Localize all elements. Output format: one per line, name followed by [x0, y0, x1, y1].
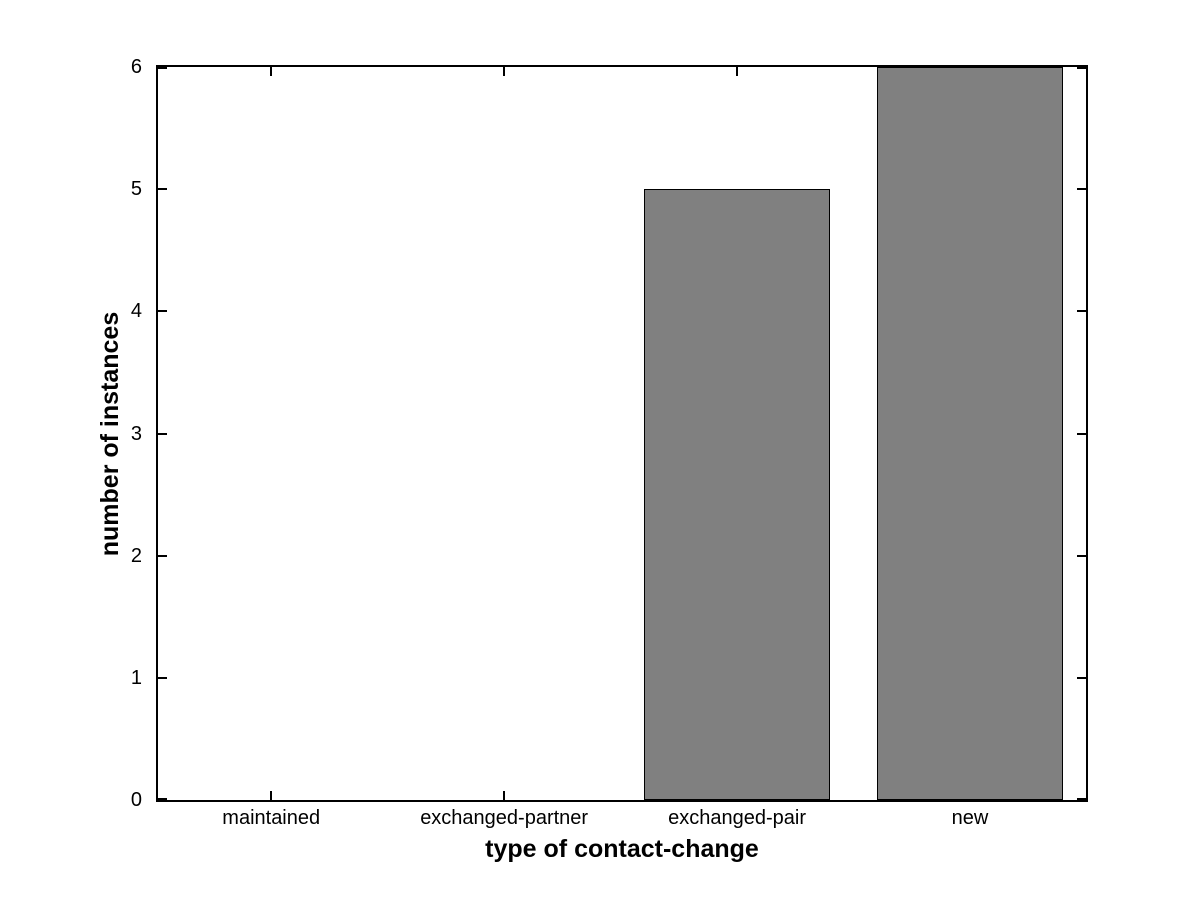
- x-tick-label: exchanged-partner: [420, 807, 589, 829]
- y-tick-label: 6: [130, 56, 142, 78]
- y-tick-mark-left: [158, 677, 167, 679]
- x-tick-label: new: [951, 807, 989, 829]
- y-tick-mark-right: [1077, 67, 1086, 69]
- x-tick-mark-top: [736, 67, 738, 76]
- y-tick-mark-left: [158, 310, 167, 312]
- y-tick-mark-left: [158, 188, 167, 190]
- y-tick-mark-left: [158, 433, 167, 435]
- y-tick-mark-right: [1077, 188, 1086, 190]
- x-tick-label: exchanged-pair: [668, 807, 806, 829]
- y-tick-label: 0: [130, 789, 142, 811]
- x-tick-mark-top: [503, 67, 505, 76]
- y-tick-mark-right: [1077, 310, 1086, 312]
- x-tick-mark-top: [270, 67, 272, 76]
- x-axis-label: type of contact-change: [485, 835, 759, 863]
- x-tick-label: maintained: [222, 807, 321, 829]
- y-tick-mark-right: [1077, 798, 1086, 800]
- y-tick-mark-left: [158, 798, 167, 800]
- y-tick-mark-right: [1077, 677, 1086, 679]
- bar: [877, 67, 1063, 800]
- y-tick-mark-left: [158, 555, 167, 557]
- y-tick-mark-right: [1077, 433, 1086, 435]
- y-tick-label: 5: [130, 178, 142, 201]
- y-tick-label: 1: [130, 666, 142, 689]
- y-tick-mark-right: [1077, 555, 1086, 557]
- y-tick-label: 4: [130, 300, 142, 323]
- y-tick-label: 3: [130, 422, 142, 445]
- y-tick-mark-left: [158, 67, 167, 69]
- y-tick-label: 2: [130, 544, 142, 567]
- plot-area: [156, 65, 1088, 802]
- bar: [644, 189, 830, 800]
- x-tick-mark-bottom: [503, 791, 505, 800]
- x-tick-mark-bottom: [270, 791, 272, 800]
